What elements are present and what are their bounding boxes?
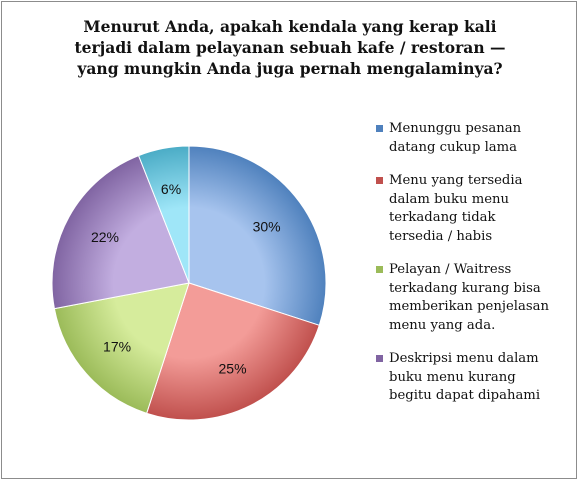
legend-item-3: Pelayan / Waitress terkadang kurang bisa… <box>376 261 572 335</box>
pie-slice-3 <box>53 282 190 414</box>
legend-swatch-3 <box>376 266 383 273</box>
legend-item-2: Menu yang tersedia dalam buku menu terka… <box>376 172 572 246</box>
pie-slice-2 <box>146 282 320 421</box>
legend-label-3: Pelayan / Waitress terkadang kurang bisa… <box>389 262 549 333</box>
legend-swatch-2 <box>376 177 383 184</box>
title-line-1: Menurut Anda, apakah kendala yang kerap … <box>83 17 497 36</box>
slice-label-3: 17% <box>103 338 131 354</box>
chart-title: Menurut Anda, apakah kendala yang kerap … <box>40 16 540 79</box>
slice-label-4: 22% <box>91 229 119 245</box>
legend-swatch-4 <box>376 355 383 362</box>
pie-slice-4 <box>51 154 190 310</box>
legend-label-1: Menunggu pesanan datang cukup lama <box>389 121 522 155</box>
title-line-2: terjadi dalam pelayanan sebuah kafe / re… <box>74 38 506 57</box>
slice-label-1: 30% <box>253 219 281 235</box>
legend: Menunggu pesanan datang cukup lama Menu … <box>376 120 572 421</box>
legend-item-4: Deskripsi menu dalam buku menu kurang be… <box>376 350 572 406</box>
legend-label-4: Deskripsi menu dalam buku menu kurang be… <box>389 351 541 403</box>
pie-slice-5 <box>137 145 190 284</box>
legend-label-2: Menu yang tersedia dalam buku menu terka… <box>389 173 523 244</box>
pie-slice-1 <box>188 145 327 326</box>
slice-label-5: 6% <box>161 181 181 197</box>
slice-label-2: 25% <box>219 360 247 376</box>
legend-swatch-1 <box>376 125 383 132</box>
title-line-3: yang mungkin Anda juga pernah mengalamin… <box>77 59 503 78</box>
legend-item-1: Menunggu pesanan datang cukup lama <box>376 120 572 157</box>
